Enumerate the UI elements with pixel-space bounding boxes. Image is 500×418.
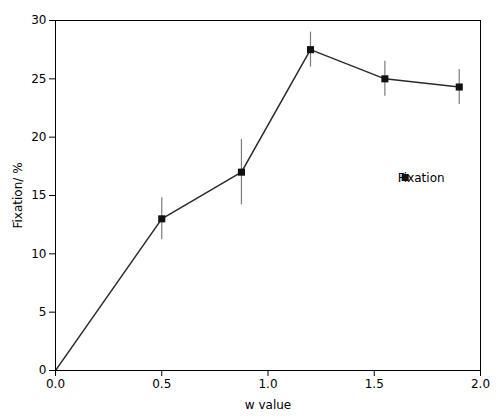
svg-text:30: 30	[31, 13, 46, 27]
svg-text:0: 0	[39, 363, 47, 377]
svg-text:w value: w value	[245, 398, 291, 412]
svg-text:0.5: 0.5	[152, 377, 171, 391]
svg-text:15: 15	[31, 188, 46, 202]
svg-text:0.0: 0.0	[46, 377, 65, 391]
svg-text:25: 25	[31, 72, 46, 86]
svg-text:Fixation/ %: Fixation/ %	[11, 162, 25, 228]
svg-text:1.0: 1.0	[258, 377, 277, 391]
svg-text:10: 10	[31, 247, 46, 261]
svg-text:1.5: 1.5	[365, 377, 384, 391]
svg-text:5: 5	[39, 305, 47, 319]
svg-text:2.0: 2.0	[471, 377, 490, 391]
svg-text:Fixation: Fixation	[398, 171, 445, 185]
svg-text:20: 20	[31, 130, 46, 144]
